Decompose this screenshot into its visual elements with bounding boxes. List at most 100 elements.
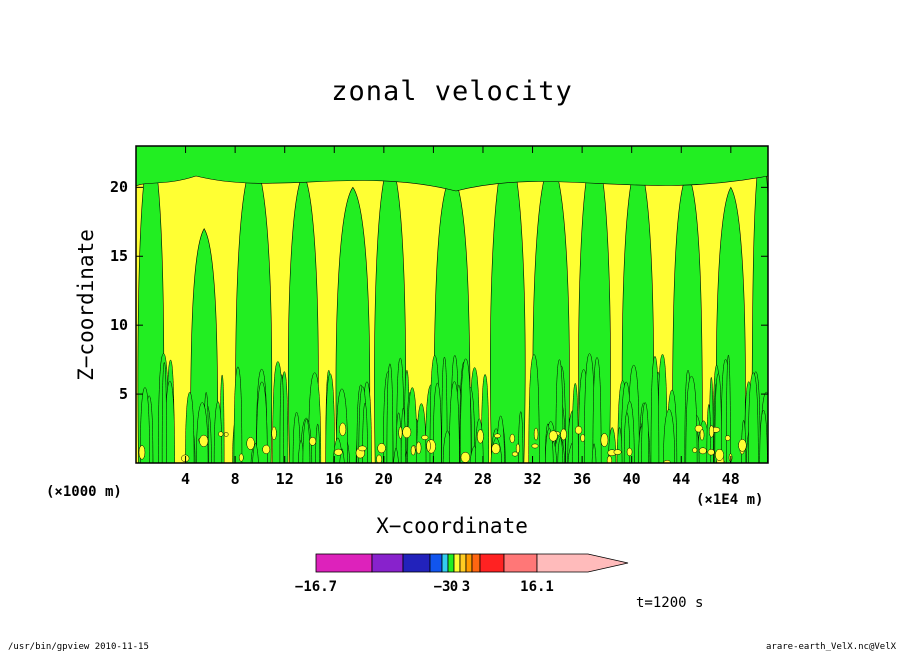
negative-region [140,387,150,463]
y-tick-label: 10 [109,316,128,335]
colorbar-label: 0 [449,579,459,595]
positive-region [491,443,501,454]
positive-region [606,455,613,463]
negative-region [592,357,602,463]
negative-region [136,146,768,192]
x-tick-label: 24 [424,470,443,488]
positive-region [416,441,422,455]
y-tick-label: 5 [118,385,128,404]
negative-region [748,372,759,463]
colorbar-segment [503,553,538,573]
positive-region [410,445,416,456]
positive-region [738,439,747,452]
negative-region [233,366,243,463]
footer-program-date: /usr/bin/gpview 2010-11-15 [8,642,149,652]
colorbar-label: −3 [433,579,451,595]
positive-region [421,435,429,440]
negative-region [386,363,394,463]
negative-region [407,387,418,463]
chart-title: zonal velocity [331,76,573,107]
colorbar-segment [536,553,629,573]
positive-region [511,451,519,457]
negative-region [315,423,320,463]
negative-region [393,447,399,463]
positive-region [398,426,403,439]
x-tick-label: 44 [672,470,691,488]
positive-region [560,428,567,441]
negative-region [518,411,524,463]
negative-region [256,381,268,463]
positive-region [199,434,209,448]
x-tick-label: 28 [473,470,492,488]
positive-region [377,443,386,454]
negative-region [190,228,219,463]
colorbar-label: 16.1 [520,579,554,595]
positive-region [533,427,539,441]
colorbar-segment [402,553,431,573]
negative-region [759,410,768,463]
positive-region [515,443,520,454]
time-annotation: t=1200 s [636,595,704,611]
colorbar-segment [465,553,473,573]
colorbar-segment [441,553,449,573]
colorbar-segment [371,553,404,573]
y-tick-label: 15 [109,247,128,266]
positive-region [309,436,317,446]
x-tick-label: 40 [622,470,641,488]
x-tick-marks [185,146,732,463]
positive-region [223,432,229,437]
colorbar-segment [479,553,505,573]
x-tick-label: 16 [325,470,344,488]
negative-region [252,442,259,463]
velocity-field [136,146,768,463]
colorbar-segment [447,553,455,573]
negative-region [449,381,460,463]
positive-region [334,448,343,456]
positive-region [138,445,146,460]
positive-region [724,435,731,441]
positive-region [692,447,698,453]
positive-region [600,433,609,447]
positive-region [494,433,501,439]
x-tick-label: 48 [721,470,740,488]
negative-region [591,443,597,463]
positive-region [426,440,431,452]
x-unit-left: (×1000 m) [46,484,122,500]
positive-region [460,451,471,463]
colorbar-segment [315,553,373,573]
positive-region [376,454,382,463]
negative-region [325,373,335,463]
positive-region [707,449,715,456]
y-tick-label: 20 [109,178,128,197]
negative-region [650,356,660,463]
positive-region [238,453,244,462]
negative-region [279,374,285,463]
plot-frame [135,145,769,464]
x-unit-right: (×1E4 m) [696,492,764,508]
colorbar [315,553,629,573]
x-tick-label: 8 [230,470,240,488]
negative-region [557,437,564,463]
colorbar-segment [459,553,467,573]
negative-region [302,418,311,463]
positive-region [531,443,539,449]
colorbar-label: −16.7 [294,579,338,595]
positive-region [218,431,224,437]
negative-region [460,358,472,463]
footer-source-file: arare-earth_VelX.nc@VelX [766,642,897,652]
colorbar-label: 3 [461,579,471,595]
positive-region [574,425,583,435]
negative-region [641,402,650,463]
colorbar-segment [429,553,443,573]
positive-region [358,445,367,452]
negative-region [706,404,712,463]
positive-region [709,425,715,438]
negative-region [663,409,675,463]
positive-region [271,426,277,441]
colorbar-segment [471,553,481,573]
positive-region [613,449,622,455]
positive-region [509,433,515,444]
x-tick-label: 20 [374,470,393,488]
positive-region [477,429,484,444]
